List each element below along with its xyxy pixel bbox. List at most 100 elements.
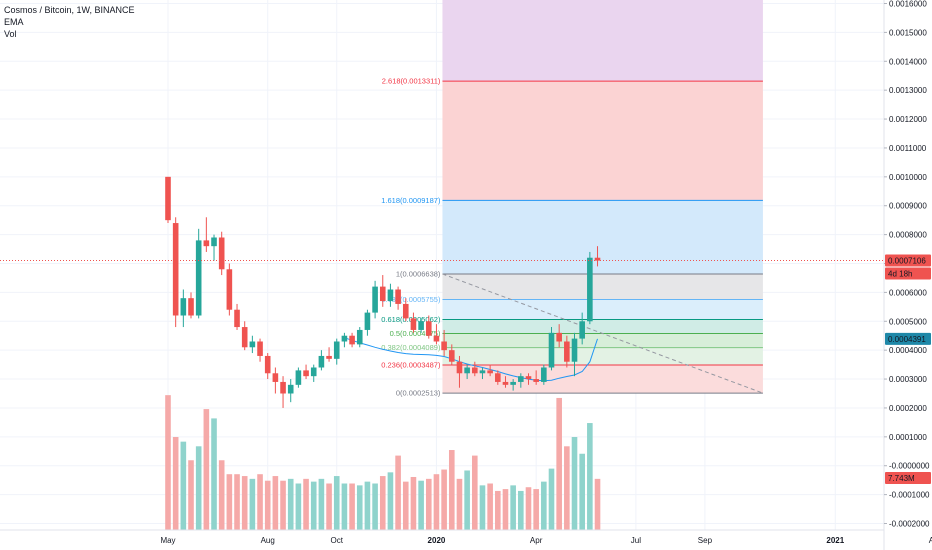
candle-body <box>272 373 279 382</box>
candle-body <box>257 341 263 356</box>
time-tick-label: Sep <box>698 536 713 545</box>
volume-bar <box>571 437 578 530</box>
candle-body <box>472 367 478 374</box>
volume-bar <box>356 485 363 530</box>
volume-bar <box>318 478 325 530</box>
volume-bar <box>418 480 424 530</box>
candle-body <box>410 318 417 330</box>
volume-bar <box>165 395 171 530</box>
candle-body <box>172 223 179 316</box>
volume-bar <box>180 441 187 530</box>
price-tick-label: -0.0002000 <box>889 520 930 529</box>
ema-indicator-label[interactable]: EMA <box>4 17 24 27</box>
candle-body <box>295 370 302 385</box>
price-tick-label: 0.0009000 <box>889 202 927 211</box>
price-tick-label: 0.0011000 <box>889 144 927 153</box>
candle-body <box>341 335 348 342</box>
time-tick-label: 2020 <box>428 536 446 545</box>
fib-zone <box>442 347 763 365</box>
candle-body <box>456 361 463 374</box>
volume-bar <box>226 474 233 530</box>
candle-body <box>587 257 593 322</box>
volume-bar <box>303 478 309 530</box>
fib-level-label: 0.786(0.0005755) <box>381 295 441 304</box>
fibonacci-retracement[interactable]: 0(0.0002513) 0.236(0.0003487) 0.382(0.0004… <box>381 0 764 398</box>
price-tick-label: 0.0016000 <box>889 0 927 9</box>
volume-bar <box>402 481 409 530</box>
volume-bar <box>172 437 179 530</box>
candle-body <box>249 341 256 348</box>
candle-body <box>218 237 225 270</box>
price-tick-label: 0.0006000 <box>889 288 927 297</box>
chart-legend: Cosmos / Bitcoin, 1W, BINANCE EMA Vol <box>4 4 135 40</box>
candle-body <box>487 370 493 374</box>
candle-body <box>464 367 470 374</box>
candle-body <box>594 257 601 261</box>
time-tick-label: Aug <box>261 536 275 545</box>
volume-bar <box>548 468 555 530</box>
candle-body <box>310 367 317 377</box>
price-tick-label: 0.0013000 <box>889 86 927 95</box>
trend-line <box>442 273 764 394</box>
fib-zone <box>442 81 763 201</box>
candle-body <box>379 286 386 302</box>
volume-bar <box>587 423 593 530</box>
volume-bar <box>234 474 240 530</box>
candle-body <box>418 321 424 330</box>
price-tick-label: 0.0010000 <box>889 173 927 182</box>
price-tick-label: 0.0001000 <box>889 433 927 442</box>
volume-bar <box>495 490 501 530</box>
bar-countdown-badge: 4d 18h <box>888 269 912 278</box>
volume-bar <box>441 469 447 530</box>
volume-bar <box>472 455 478 530</box>
volume-bar <box>341 483 348 530</box>
candle-body <box>211 237 217 247</box>
candle-body <box>372 286 378 313</box>
volume-value-badge: 7.743M <box>888 474 915 483</box>
volume-bar <box>211 418 217 530</box>
candle-body <box>448 350 455 362</box>
fib-zone <box>442 299 763 320</box>
fib-level-label: 2.618(0.0013311) <box>382 77 441 86</box>
volume-bar <box>387 472 394 530</box>
fib-level-label: 0.236(0.0003487) <box>381 360 441 369</box>
fib-zone <box>442 200 763 274</box>
price-tick-label: 0.0015000 <box>889 28 927 37</box>
candle-body <box>564 341 570 362</box>
volume-indicator-label[interactable]: Vol <box>4 29 17 39</box>
candle-body <box>287 384 294 394</box>
volume-bar <box>295 483 302 530</box>
candle-body <box>264 355 271 374</box>
price-tick-label: 0.0005000 <box>889 317 927 326</box>
symbol-title[interactable]: Cosmos / Bitcoin, 1W, BINANCE <box>4 5 135 15</box>
volume-bar <box>564 446 570 530</box>
last-price-badge-bg <box>885 254 931 267</box>
candle-body <box>356 329 363 345</box>
fib-zone <box>442 333 763 348</box>
candle-body <box>441 341 447 351</box>
candle-body <box>541 367 547 382</box>
ema-value-badge-bg <box>885 332 931 345</box>
volume-bar <box>310 481 317 530</box>
price-tick-label: 0.0003000 <box>889 375 927 384</box>
candle-body <box>387 289 394 302</box>
candle-body <box>556 332 562 342</box>
volume-bar <box>464 470 470 530</box>
candle-body <box>525 376 532 380</box>
ema-value-badge: 0.0004391 <box>888 335 926 344</box>
candle-body <box>364 312 371 330</box>
candle-body <box>280 381 286 394</box>
time-tick-label: Apr <box>929 536 932 545</box>
volume-bar <box>579 453 585 530</box>
volume-bar <box>525 487 532 530</box>
time-axis[interactable]: MayAugOct2020AprJulSep2021AprJunSep <box>0 529 932 545</box>
price-tick-label: 0.0002000 <box>889 404 927 413</box>
candle-body <box>510 381 516 385</box>
volume-bar <box>372 483 378 530</box>
volume-bar <box>479 485 486 530</box>
volume-bar <box>594 478 601 530</box>
volume-bar <box>272 476 279 530</box>
volume-bar <box>425 478 432 530</box>
ema-line <box>344 337 598 382</box>
